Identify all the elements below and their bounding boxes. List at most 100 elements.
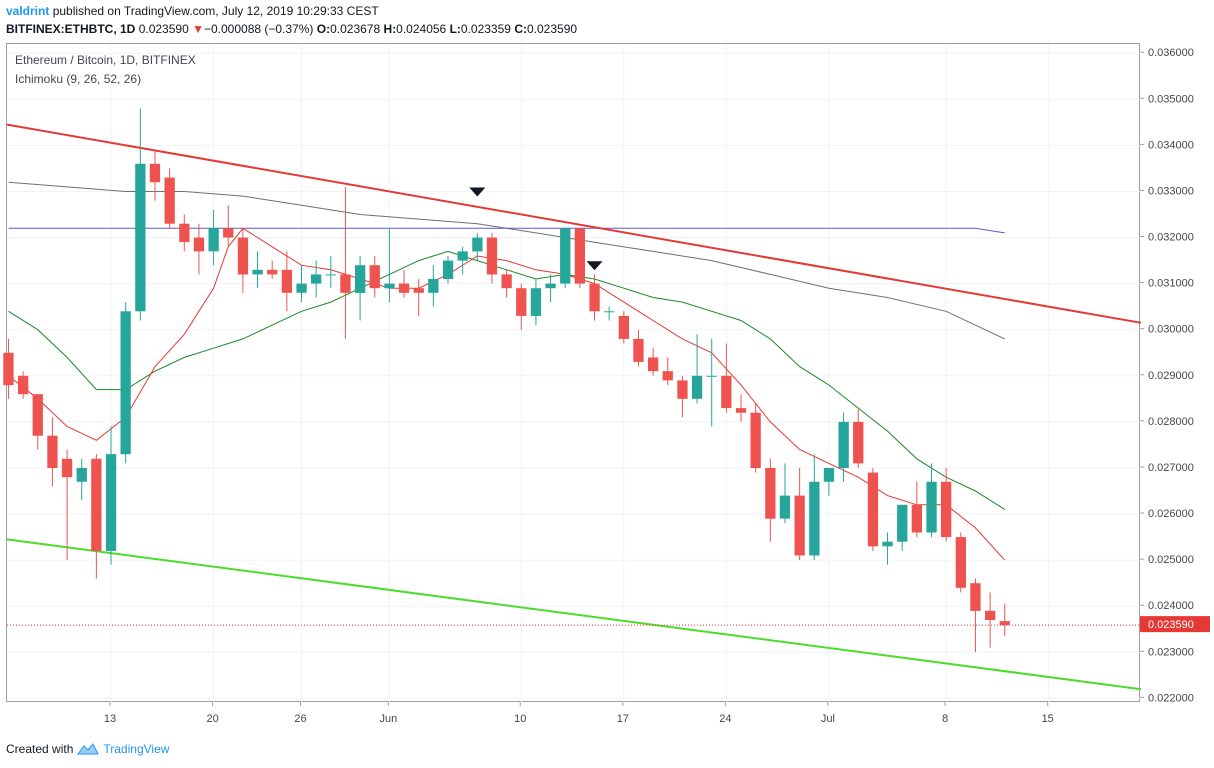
candle-bullish [105, 426, 117, 565]
candle-bearish [398, 269, 410, 298]
candle-bullish [135, 108, 146, 321]
candle-body [618, 315, 629, 339]
candle-bearish [413, 279, 424, 316]
publish-line: valdrint published on TradingView.com, J… [6, 4, 379, 18]
candle-body [340, 274, 351, 293]
candle-body [76, 468, 87, 482]
candle-bearish [633, 329, 644, 367]
candle-body [941, 481, 952, 538]
chart-plot-svg[interactable] [3, 44, 1142, 703]
candle-bearish [867, 467, 879, 551]
candle-body [267, 269, 278, 275]
candle-bearish [970, 578, 981, 653]
candle-body [750, 412, 761, 468]
candle-body [662, 371, 673, 381]
candle-bullish [926, 463, 937, 538]
time-axis[interactable]: 13 20 26 Jun 10 17 24 Jul 8 15 [6, 702, 1140, 730]
down-triangle-marker [469, 187, 486, 197]
candle-bullish [252, 251, 263, 289]
price-tick-label: 0.028000 [1148, 416, 1194, 428]
candle-body [32, 394, 43, 436]
price-tick-label: 0.031000 [1148, 278, 1194, 290]
price-tick-label: 0.025000 [1148, 554, 1194, 566]
price-tick-label: 0.023000 [1148, 646, 1194, 658]
close-label: C: [514, 22, 527, 36]
candle-bullish [560, 228, 571, 289]
candle-body [208, 228, 219, 252]
candle-bearish [47, 417, 58, 487]
symbol-name: BITFINEX:ETHBTC, 1D [6, 22, 136, 36]
candle-body [457, 251, 468, 261]
candle-bullish [428, 265, 439, 307]
candle-bearish [574, 228, 585, 289]
candle-body [691, 375, 703, 399]
candle-bullish [604, 306, 615, 321]
candle-bullish [120, 302, 131, 464]
candle-body [677, 380, 688, 399]
price-tick-label: 0.026000 [1148, 508, 1194, 520]
candle-body [369, 265, 380, 289]
last-price-badge-text: 0.023590 [1148, 619, 1194, 631]
candle-bullish [296, 265, 307, 303]
candle-bullish [384, 228, 395, 303]
candle-bearish [501, 269, 512, 298]
symbol-line: BITFINEX:ETHBTC, 1D 0.023590 ▼−0.000088 … [6, 22, 577, 36]
candle-body [735, 408, 747, 413]
candle-body [604, 311, 615, 313]
candle-bullish [809, 454, 820, 561]
candle-bearish [955, 532, 966, 593]
candle-body [486, 237, 498, 275]
time-tick-label: 24 [719, 713, 731, 725]
indicator-legend[interactable]: Ichimoku (9, 26, 52, 26) [15, 72, 142, 86]
candle-bearish [179, 214, 190, 252]
candle-body [955, 537, 966, 588]
candle-bullish [530, 279, 542, 326]
candle-bullish [823, 467, 835, 496]
price-tick-label: 0.030000 [1148, 324, 1194, 336]
tradingview-brand-link[interactable]: TradingView [103, 742, 170, 756]
low-label: L: [449, 22, 461, 36]
published-text: published on TradingView.com, July 12, 2… [52, 4, 379, 18]
open-label: O: [316, 22, 331, 36]
time-tick-label: 13 [104, 713, 116, 725]
price-tick-label: 0.029000 [1148, 370, 1194, 382]
time-tick-label: 20 [206, 713, 218, 725]
candle-bullish [779, 463, 791, 524]
candle-body [721, 375, 732, 409]
candle-body [560, 228, 571, 284]
candle-bearish [340, 186, 351, 339]
price-axis[interactable]: 0.022000 0.023000 0.024000 0.025000 0.026000… [1140, 43, 1210, 704]
candle-body [516, 288, 527, 316]
candle-body [325, 274, 336, 276]
price-tick-label: 0.032000 [1148, 232, 1194, 244]
candle-body [91, 458, 102, 551]
price-tick-label: 0.027000 [1148, 462, 1194, 474]
candle-body [164, 177, 175, 224]
candle-body [105, 454, 117, 551]
time-tick-label: 8 [942, 713, 948, 725]
candle-bearish [618, 311, 629, 344]
candle-body [3, 352, 14, 386]
candle-body [223, 228, 234, 238]
candle-bearish [3, 338, 14, 399]
candle-bearish [267, 260, 278, 280]
kijun-line [8, 250, 1005, 510]
time-tick-label: 15 [1042, 713, 1054, 725]
author-name[interactable]: valdrint [6, 4, 50, 18]
chart-pane[interactable] [3, 43, 1142, 703]
candle-body [501, 274, 512, 289]
candle-body [61, 458, 73, 478]
candle-body [472, 237, 483, 252]
candle-body [530, 288, 542, 316]
candle-bullish [311, 260, 322, 298]
candle-bearish [486, 232, 498, 284]
candle-bullish [457, 246, 468, 275]
support-trendline [6, 538, 1142, 691]
candle-bearish [853, 408, 864, 468]
candle-bearish [516, 283, 527, 330]
candle-body [574, 228, 585, 284]
candle-bearish [149, 149, 161, 201]
low-value: 0.023359 [460, 22, 511, 36]
candle-bullish [545, 274, 556, 303]
candle-body [648, 357, 659, 372]
